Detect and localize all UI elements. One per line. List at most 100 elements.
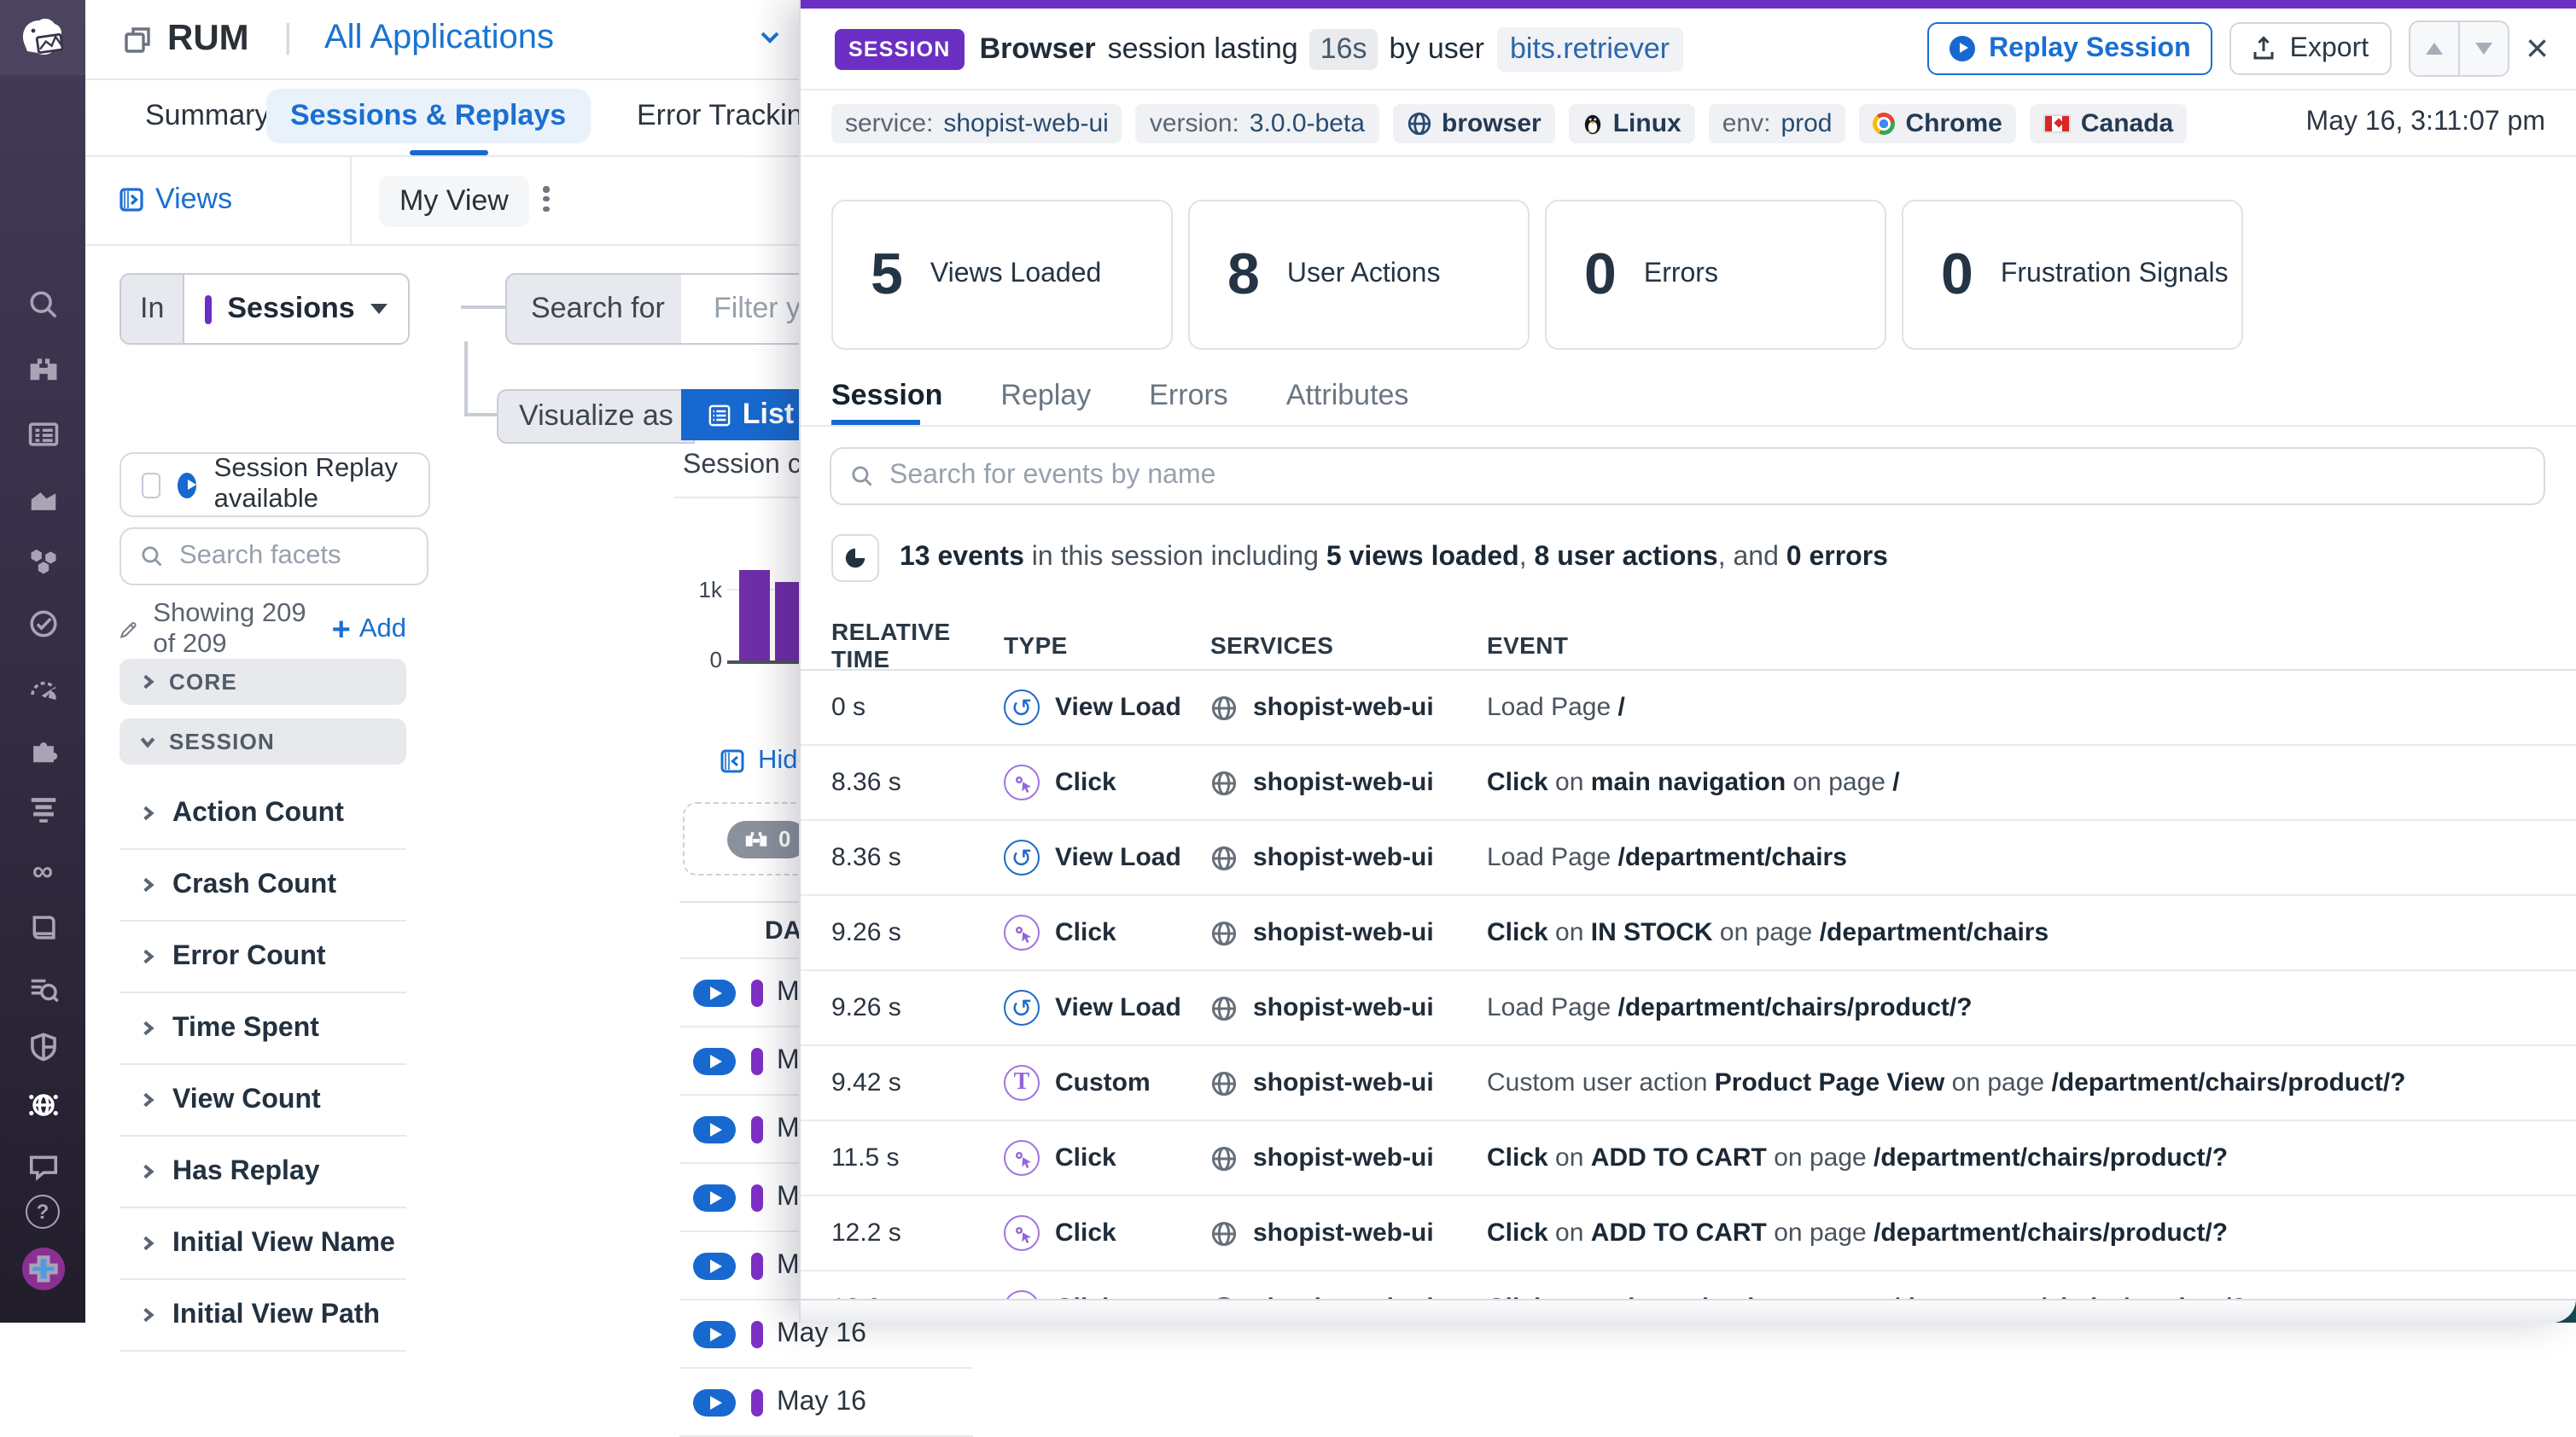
event-row[interactable]: 8.36 s ↺ View Load shopist-web-ui Load Page … — [801, 821, 2576, 896]
metrics-icon[interactable] — [0, 474, 85, 519]
globe-icon — [1211, 695, 1237, 720]
user-avatar[interactable] — [0, 1246, 85, 1290]
detail-tab-session[interactable]: Session — [831, 379, 943, 411]
traces-icon[interactable] — [0, 785, 85, 829]
watchdog-icon[interactable] — [0, 345, 85, 389]
tab-sessions-replays[interactable]: Sessions & Replays — [266, 89, 591, 143]
facet-item[interactable]: View Count — [119, 1065, 406, 1137]
custom-action-icon: T — [1004, 1065, 1040, 1101]
next-event-button[interactable] — [2459, 22, 2507, 75]
views-link[interactable]: Views — [155, 183, 233, 215]
help-icon[interactable]: ? — [0, 1190, 85, 1234]
event-service: shopist-web-ui — [1210, 768, 1487, 797]
event-row[interactable]: 8.36 s Click shopist-web-ui Click on main n… — [801, 746, 2576, 821]
globe-icon — [1211, 1220, 1237, 1246]
apm-gauge-icon[interactable] — [0, 666, 85, 710]
close-icon[interactable]: × — [2526, 26, 2549, 70]
views-panel-icon — [119, 188, 143, 212]
export-button[interactable]: Export — [2229, 22, 2392, 75]
feedback-icon[interactable] — [0, 1143, 85, 1188]
replay-play-button[interactable] — [693, 1115, 736, 1143]
event-row[interactable]: 0 s ↺ View Load shopist-web-ui Load Page / — [801, 671, 2576, 746]
tag-pill[interactable]: Chrome — [1859, 103, 2016, 143]
facet-item[interactable]: Crash Count — [119, 850, 406, 922]
replay-session-button[interactable]: Replay Session — [1927, 22, 2213, 75]
integrations-icon[interactable] — [0, 727, 85, 771]
search-icon[interactable] — [0, 282, 85, 326]
tag-pill[interactable]: Linux — [1568, 103, 1695, 143]
facet-group-session[interactable]: SESSION — [119, 718, 406, 765]
chevron-right-icon — [143, 1164, 154, 1179]
detail-tab-replay[interactable]: Replay — [1000, 379, 1092, 411]
event-row[interactable]: 9.42 s T Custom shopist-web-ui Custom user a… — [801, 1046, 2576, 1121]
event-row[interactable]: 9.26 s Click shopist-web-ui Click on IN STO… — [801, 896, 2576, 971]
add-facet-button[interactable]: + Add — [331, 612, 406, 648]
session-replay-filter[interactable]: Session Replay available — [119, 452, 430, 517]
event-row[interactable]: 11.5 s Click shopist-web-ui Click on ADD TO… — [801, 1121, 2576, 1196]
rum-icon[interactable] — [0, 1082, 85, 1126]
col-event[interactable]: EVENT — [1487, 631, 1569, 659]
col-services[interactable]: SERVICES — [1210, 631, 1334, 659]
dashboards-icon[interactable] — [0, 411, 85, 456]
replay-play-button[interactable] — [693, 979, 736, 1006]
datadog-logo[interactable] — [0, 0, 85, 75]
click-icon — [1004, 1215, 1040, 1251]
replay-checkbox[interactable] — [142, 472, 161, 497]
detail-tab-errors[interactable]: Errors — [1149, 379, 1228, 411]
session-badge: SESSION — [835, 28, 965, 69]
session-list-row[interactable]: May 16 — [679, 1369, 973, 1437]
connector-elbow-v — [464, 341, 468, 416]
tag-pill[interactable]: version: 3.0.0-beta — [1135, 103, 1378, 143]
kebab-menu-icon[interactable] — [543, 183, 549, 216]
visualize-list-button[interactable]: List — [681, 389, 821, 440]
detail-tab-attributes[interactable]: Attributes — [1285, 379, 1409, 411]
replay-play-button[interactable] — [693, 1320, 736, 1347]
event-time: 11.5 s — [831, 1143, 900, 1172]
facet-item[interactable]: Action Count — [119, 778, 406, 850]
stat-label: Frustration Signals — [2000, 259, 2229, 288]
replay-play-button[interactable] — [693, 1252, 736, 1279]
replay-play-button[interactable] — [693, 1047, 736, 1074]
event-description: Custom user action Product Page View on … — [1487, 1068, 2406, 1097]
facet-group-core[interactable]: CORE — [119, 659, 406, 705]
event-row[interactable]: 9.26 s ↺ View Load shopist-web-ui Load Page … — [801, 971, 2576, 1046]
facet-item[interactable]: Initial View Name — [119, 1208, 406, 1280]
tab-summary[interactable]: Summary — [145, 99, 270, 131]
infrastructure-icon[interactable] — [0, 538, 85, 582]
logs-icon[interactable] — [0, 966, 85, 1010]
event-search-input[interactable]: Search for events by name — [830, 447, 2545, 505]
security-icon[interactable] — [0, 1024, 85, 1068]
application-selector[interactable]: All Applications — [324, 19, 555, 56]
col-type[interactable]: TYPE — [1004, 631, 1068, 659]
facet-item[interactable]: Error Count — [119, 922, 406, 993]
chevron-right-icon — [143, 1307, 154, 1323]
tag-pill[interactable]: browser — [1392, 103, 1555, 143]
event-row[interactable]: 12.2 s Click shopist-web-ui Click on ADD TO… — [801, 1196, 2576, 1271]
stat-label: Errors — [1643, 259, 1718, 288]
scope-selector[interactable]: In Sessions — [119, 273, 410, 345]
tag-pill[interactable]: Canada — [2029, 103, 2188, 143]
chevron-right-icon — [143, 1236, 154, 1251]
facet-item[interactable]: Initial View Path — [119, 1280, 406, 1352]
facet-item[interactable]: Time Spent — [119, 993, 406, 1065]
replay-play-button[interactable] — [693, 1184, 736, 1211]
current-view-button[interactable]: My View — [379, 176, 529, 227]
facet-search-input[interactable]: Search facets — [119, 527, 428, 585]
replay-play-button[interactable] — [693, 1388, 736, 1416]
rum-product-icon — [123, 24, 154, 55]
chevron-down-icon[interactable] — [760, 31, 780, 44]
pie-chart-icon[interactable] — [831, 534, 879, 582]
duration-pill: 16s — [1309, 28, 1378, 69]
event-time: 0 s — [831, 693, 866, 722]
facet-item[interactable]: Has Replay — [119, 1137, 406, 1208]
tag-pill[interactable]: env: prod — [1708, 103, 1846, 143]
tab-error-tracking[interactable]: Error Tracking — [637, 99, 819, 131]
monitors-icon[interactable] — [0, 601, 85, 645]
tag-pill[interactable]: service: shopist-web-ui — [831, 103, 1122, 143]
pencil-icon[interactable] — [119, 618, 137, 642]
user-pill[interactable]: bits.retriever — [1496, 26, 1684, 71]
previous-event-button[interactable] — [2410, 22, 2460, 75]
notebooks-icon[interactable] — [0, 905, 85, 949]
ci-pipelines-icon[interactable]: ∞ — [32, 854, 54, 887]
col-relative-time[interactable]: RELATIVE TIME — [831, 618, 951, 672]
